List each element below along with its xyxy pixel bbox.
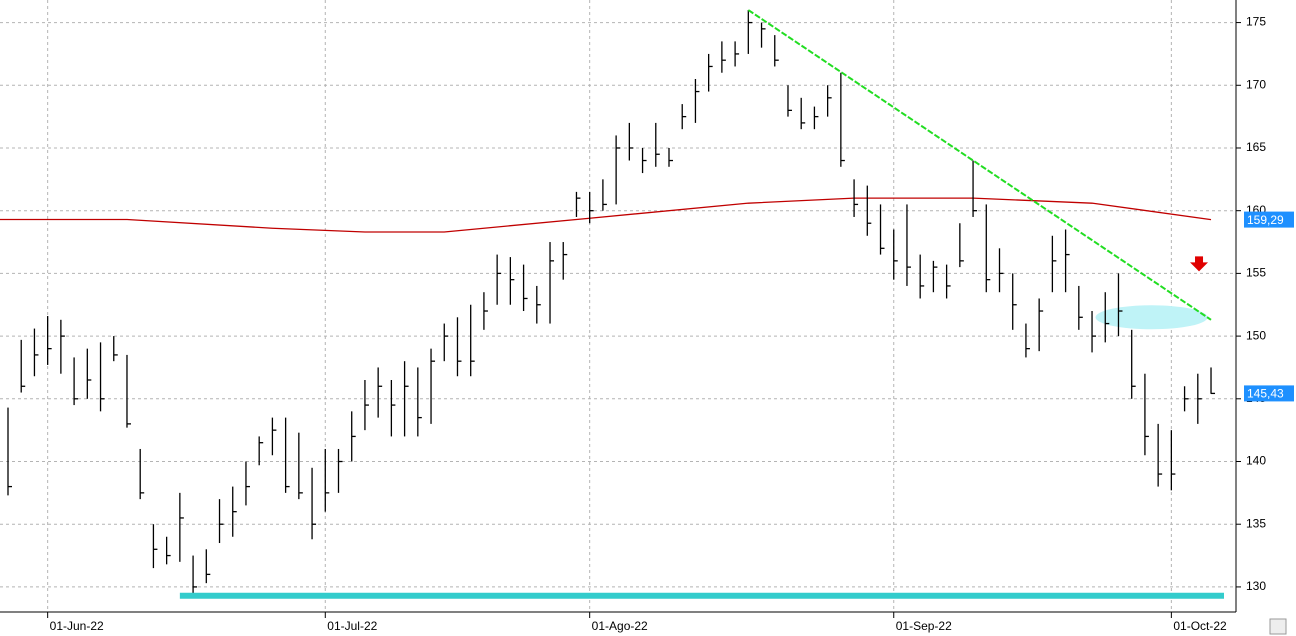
y-tick-label: 155 <box>1246 266 1266 280</box>
x-tick-label: 01-Jul-22 <box>327 619 377 633</box>
price-tag <box>1244 385 1294 402</box>
price-tag-label: 145,43 <box>1247 387 1284 401</box>
y-tick-label: 150 <box>1246 328 1266 342</box>
y-tick-label: 135 <box>1246 516 1266 530</box>
x-tick-label: 01-Ago-22 <box>592 619 648 633</box>
price-tag <box>1244 211 1294 228</box>
x-tick-label: 01-Sep-22 <box>896 619 952 633</box>
x-tick-label: 01-Jun-22 <box>50 619 104 633</box>
settings-icon[interactable] <box>1269 618 1287 635</box>
y-tick-label: 170 <box>1246 77 1266 91</box>
y-tick-label: 140 <box>1246 454 1266 468</box>
y-tick-label: 130 <box>1246 579 1266 593</box>
price-tag-label: 159,29 <box>1247 213 1284 227</box>
y-tick-label: 165 <box>1246 140 1266 154</box>
signal-arrow <box>1190 256 1209 272</box>
y-tick-label: 175 <box>1246 15 1266 29</box>
trendline <box>747 9 1212 321</box>
x-tick-label: 01-Oct-22 <box>1173 619 1227 633</box>
highlight-zone <box>1095 305 1208 330</box>
